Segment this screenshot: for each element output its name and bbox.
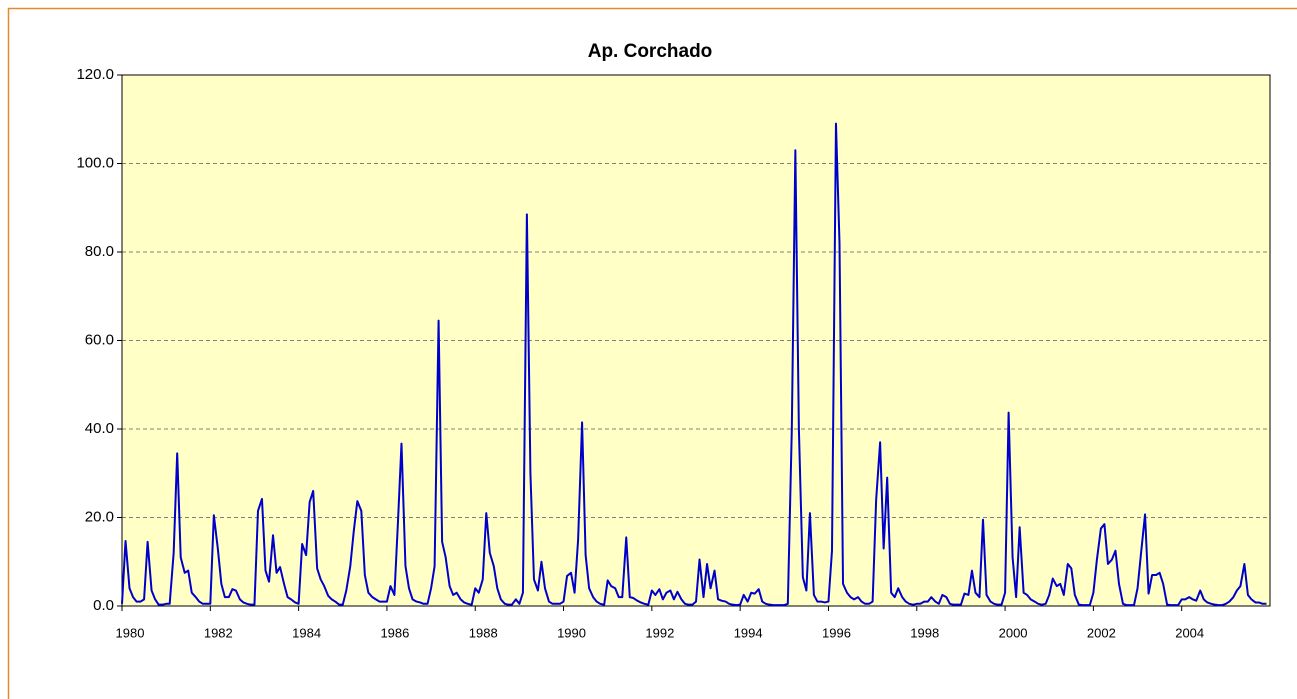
y-tick-label: 20.0 [85,508,114,525]
y-tick-label: 0.0 [93,597,114,614]
y-tick-label: 120.0 [76,66,114,83]
x-tick-label: 1998 [910,625,939,640]
x-tick-label: 1992 [645,625,674,640]
x-tick-label: 1980 [116,625,145,640]
x-tick-label: 2004 [1175,625,1204,640]
y-tick-label: 80.0 [85,243,114,260]
y-tick-label: 60.0 [85,331,114,348]
x-tick-label: 2000 [999,625,1028,640]
y-tick-label: 100.0 [76,154,114,171]
x-tick-label: 1984 [292,625,321,640]
y-tick-label: 40.0 [85,420,114,437]
data-line [121,122,1267,607]
x-tick-label: 1982 [204,625,233,640]
x-tick-label: 1986 [380,625,409,640]
plot-border [121,74,1271,607]
x-tick-label: 1994 [734,625,763,640]
x-tick-label: 1996 [822,625,851,640]
x-tick-label: 1988 [469,625,498,640]
chart-title: Ap. Corchado [588,41,713,62]
x-tick-label: 2002 [1087,625,1116,640]
x-tick-label: 1990 [557,625,586,640]
